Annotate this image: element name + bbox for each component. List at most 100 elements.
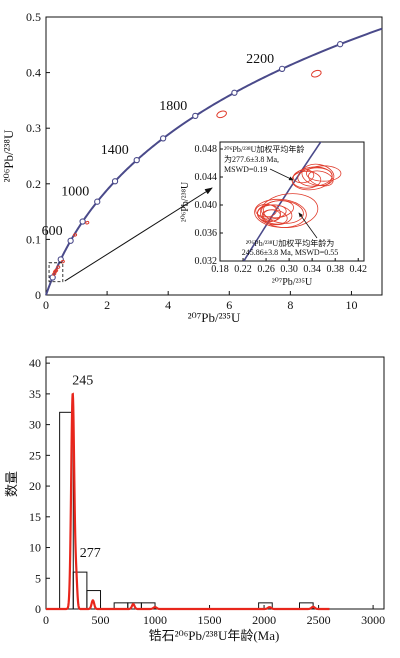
ellipse-6 (85, 220, 90, 225)
age-marker-1200 (111, 178, 119, 185)
histogram-plot: 0 5 10 15 20 25 30 35 40 0 500 1000 1500 2000 2500 300… (4, 356, 385, 643)
age-label-1400: 1400 (101, 143, 129, 158)
hist-x-tick-label-5: 2500 (307, 613, 331, 627)
inset-x-tick-label-1: 0.22 (234, 264, 252, 275)
histogram-frame (45, 356, 385, 610)
inset-note-upper-line-2: MSWD=0.19 (224, 165, 267, 174)
inset-plot: 0.032 0.036 0.040 0.044 0.048 0.18 0.22 0.26 0.… (180, 141, 367, 288)
inset-note-upper-line-1: 为277.6±3.8 Ma, (224, 154, 279, 164)
y-tick-label-5: 0.5 (26, 10, 41, 24)
x-tick-label-1: 2 (104, 298, 110, 312)
y-tick-label-4: 0.4 (26, 66, 41, 80)
inset-y-tick-label-3: 0.044 (195, 172, 218, 183)
ellipse-8 (311, 69, 322, 78)
age-label-2200: 2200 (246, 52, 274, 67)
inset-ellipses (254, 163, 342, 228)
inset-y-tick-label-4: 0.048 (195, 144, 218, 155)
hist-y-tick-label-7: 35 (29, 387, 41, 401)
histogram-y-axis-label: 数量 (4, 471, 19, 497)
hist-bar-1 (72, 571, 88, 610)
age-marker-1000 (94, 198, 101, 205)
y-tick-label-0: 0 (35, 288, 41, 302)
x-tick-label-3: 6 (226, 298, 232, 312)
y-tick-label-3: 0.3 (26, 121, 41, 135)
age-label-600: 600 (42, 224, 63, 239)
ellipse-2 (54, 268, 59, 273)
peak-label-277: 277 (80, 546, 101, 561)
concordia-ellipses (52, 69, 322, 276)
concordia-y-axis-label: ²⁰⁶Pb/²³⁸U (1, 129, 16, 182)
concordia-age-markers: 600 1000 1400 1800 2200 (42, 41, 344, 281)
age-marker-2400 (336, 41, 344, 48)
x-tick-label-5: 10 (345, 298, 357, 312)
age-marker-200 (49, 274, 56, 281)
probability-density-curve (46, 392, 330, 611)
inset-y-axis: 0.032 0.036 0.040 0.044 0.048 (195, 144, 223, 267)
histogram-x-axis: 0 500 1000 1500 2000 2500 3000 (43, 605, 385, 627)
inset-x-tick-label-6: 0.42 (349, 264, 367, 275)
hist-bar-2 (86, 590, 102, 610)
hist-x-tick-label-0: 0 (43, 613, 49, 627)
hist-y-tick-label-1: 5 (35, 571, 41, 585)
ellipse-7 (216, 110, 227, 119)
inset-x-axis: 0.18 0.22 0.26 0.30 0.34 0.38 0.42 (211, 258, 367, 275)
age-marker-1800 (192, 112, 199, 120)
inset-ellipse-16 (261, 209, 288, 225)
hist-x-tick-label-3: 1500 (198, 613, 222, 627)
age-marker-1600 (159, 135, 167, 142)
inset-note-lower: ²⁰⁶Pb/²³⁸U加权平均年龄为 245.86±3.8 Ma, MSWD=0.5… (242, 238, 338, 257)
age-marker-600 (67, 237, 74, 244)
age-label-1800: 1800 (159, 99, 187, 114)
peak-label-245: 245 (72, 374, 93, 389)
hist-y-tick-label-6: 30 (29, 418, 41, 432)
x-tick-label-0: 0 (43, 298, 49, 312)
inset-x-axis-label: ²⁰⁷Pb/²³⁵U (272, 277, 313, 288)
ellipse-5 (72, 233, 78, 237)
inset-ellipse-4 (308, 170, 334, 187)
hist-x-tick-label-6: 3000 (361, 613, 385, 627)
inset-ellipse-15 (260, 193, 319, 228)
hist-y-tick-label-2: 10 (29, 541, 41, 555)
age-label-1000: 1000 (61, 185, 89, 200)
age-marker-2200 (278, 65, 286, 73)
hist-y-tick-label-3: 15 (29, 510, 41, 524)
inset-y-tick-label-0: 0.032 (195, 256, 218, 267)
inset-pointer-lower (298, 212, 318, 239)
inset-ellipse-5 (305, 165, 342, 182)
concordia-y-axis: 0 0.1 0.2 0.3 0.4 0.5 (26, 10, 50, 302)
zoom-box (48, 262, 64, 283)
ellipse-4 (60, 259, 65, 264)
hist-y-tick-label-5: 25 (29, 448, 41, 462)
hist-y-tick-label-8: 40 (29, 356, 41, 370)
inset-note-lower-line-1: 245.86±3.8 Ma, MSWD=0.55 (242, 248, 338, 257)
concordia-frame (45, 16, 383, 296)
inset-note-lower-line-0: ²⁰⁶Pb/²³⁸U加权平均年龄为 (246, 238, 334, 248)
inset-y-tick-label-2: 0.040 (195, 200, 218, 211)
inset-ellipse-9 (257, 204, 293, 226)
concordia-plot: 0 0.1 0.2 0.3 0.4 0.5 0 2 4 6 8 10 600 1000 1400 1800… (1, 10, 383, 325)
age-marker-1400 (133, 156, 140, 164)
x-tick-label-4: 8 (287, 298, 293, 312)
x-tick-label-2: 4 (165, 298, 171, 312)
inset-x-tick-label-0: 0.18 (211, 264, 229, 275)
ellipse-3 (56, 265, 61, 269)
inset-x-tick-label-5: 0.38 (326, 264, 344, 275)
inset-note-upper-line-0: ²⁰⁶Pb/²³⁸U加权平均年龄 (224, 144, 304, 154)
histogram-y-axis: 0 5 10 15 20 25 30 35 40 (29, 356, 50, 616)
inset-y-axis-label: ²⁰⁶Pb/²³⁸U (180, 181, 191, 222)
zoom-arrow (64, 187, 213, 282)
hist-x-tick-label-2: 1000 (143, 613, 167, 627)
inset-y-tick-label-1: 0.036 (195, 228, 218, 239)
inset-x-tick-label-4: 0.34 (303, 264, 321, 275)
inset-note-upper: ²⁰⁶Pb/²³⁸U加权平均年龄为277.6±3.8 Ma, MSWD=0.19 (224, 144, 304, 174)
y-tick-label-2: 0.2 (26, 177, 41, 191)
concordia-x-axis: 0 2 4 6 8 10 (43, 291, 357, 312)
inset-x-tick-label-2: 0.26 (257, 264, 275, 275)
hist-y-tick-label-0: 0 (35, 602, 41, 616)
hist-x-tick-label-4: 2000 (252, 613, 276, 627)
y-tick-label-1: 0.1 (26, 232, 41, 246)
inset-concordia-curve (242, 142, 322, 261)
histogram-x-axis-label: 锆石²⁰⁶Pb/²³⁸U年龄(Ma) (149, 628, 280, 643)
histogram-bars (59, 411, 314, 610)
